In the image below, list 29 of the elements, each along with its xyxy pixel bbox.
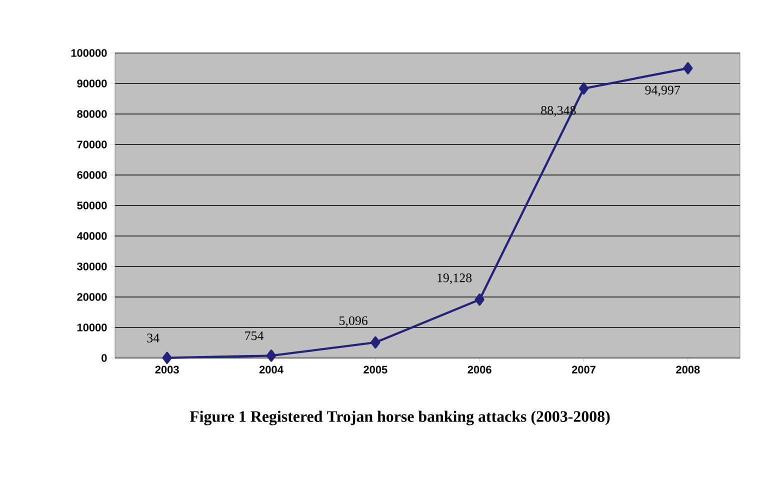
y-tick-label: 10000 [77, 324, 107, 332]
point [578, 82, 589, 95]
y-tick-label: 40000 [76, 232, 107, 240]
y-tick-label: 0 [102, 354, 107, 362]
x-tick-label: 2006 [468, 366, 492, 374]
x-tick-label: 2008 [676, 366, 700, 374]
data-label: 19,128 [438, 274, 472, 284]
x-tick-label: 2007 [572, 366, 596, 374]
data-label: 5,096 [340, 316, 368, 327]
y-tick-label: 90000 [77, 80, 107, 88]
point [474, 294, 484, 306]
data-label: 94,997 [645, 86, 680, 96]
text: Figure 1 Registered Trojan horse banking attacks (2003-2008) [190, 410, 610, 426]
y-tick-label: 70000 [77, 140, 107, 148]
y-tick-label: 30000 [77, 262, 107, 270]
y-tick-label: 100000 [71, 49, 107, 57]
y-tick-label: 50000 [77, 202, 107, 210]
point [162, 352, 172, 364]
point [683, 62, 693, 74]
y-tick-label: 20000 [77, 293, 107, 301]
x-tick-label: 2005 [364, 366, 388, 374]
point [266, 350, 276, 362]
y-tick-label: 60000 [77, 171, 107, 179]
point [370, 336, 380, 349]
x-tick-label: 2003 [155, 366, 179, 374]
y-tick-label: 80000 [77, 110, 107, 118]
x-tick-label: 2004 [259, 366, 284, 374]
data-label: 754 [245, 332, 264, 340]
data-label: 34 [147, 334, 160, 342]
